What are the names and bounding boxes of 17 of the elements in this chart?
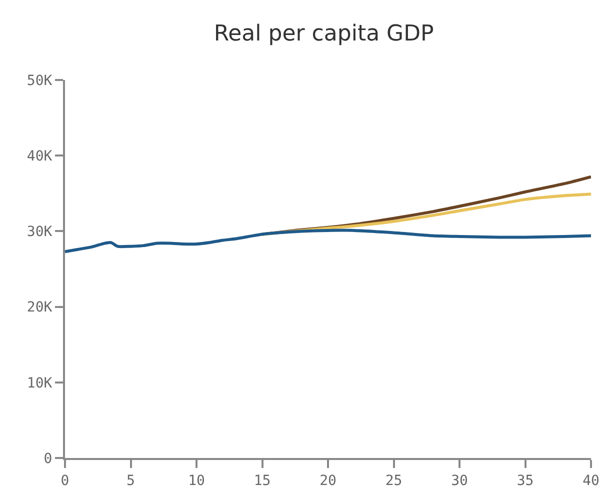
x-tick-label: 10: [188, 472, 205, 489]
x-tick-label: 25: [385, 472, 402, 489]
x-tick-label: 40: [582, 472, 600, 489]
y-tick-label: 40K: [26, 148, 53, 164]
x-tick-label: 15: [254, 472, 271, 489]
y-tick-label: 20K: [26, 300, 53, 316]
y-tick-label: 10K: [26, 375, 53, 392]
y-tick-label: 50K: [26, 72, 53, 89]
x-tick-label: 35: [516, 472, 534, 489]
x-tick-label: 20: [320, 472, 336, 489]
x-tick-label: 5: [126, 472, 135, 489]
y-tick-label: 30K: [26, 224, 53, 240]
chart-title: Real per capita GDP: [214, 22, 434, 47]
y-tick-label: 0: [44, 450, 52, 467]
x-tick-label: 30: [451, 472, 468, 489]
x-tick-label: 0: [60, 472, 70, 489]
line-series: [65, 228, 591, 254]
